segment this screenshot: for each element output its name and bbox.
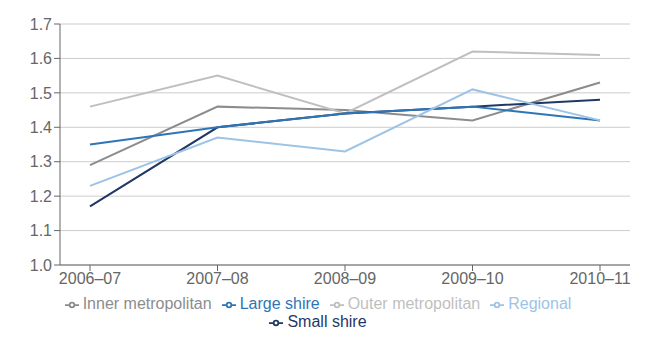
svg-text:1.1: 1.1 [30, 222, 52, 239]
html-text:Large shire: Large shire [239, 295, 320, 312]
svg-text:2010–11: 2010–11 [569, 270, 630, 287]
svg-text:1.0: 1.0 [30, 257, 52, 274]
html-text:Small shire: Small shire [287, 313, 367, 330]
svg-text:1.5: 1.5 [30, 85, 52, 102]
svg-text:1.3: 1.3 [30, 153, 52, 170]
svg-text:2006–07: 2006–07 [59, 270, 121, 287]
svg-text:2008–09: 2008–09 [314, 270, 376, 287]
svg-text:2009–10: 2009–10 [441, 270, 503, 287]
html-text:Regional: Regional [508, 295, 572, 312]
svg-text:2007–08: 2007–08 [186, 270, 248, 287]
html-text:Outer metropolitan: Outer metropolitan [347, 295, 481, 312]
svg-text:1.6: 1.6 [30, 50, 52, 67]
svg-text:1.4: 1.4 [30, 119, 52, 136]
html-text:Inner metropolitan: Inner metropolitan [82, 295, 212, 312]
svg-text:1.7: 1.7 [30, 16, 52, 33]
svg-text:1.2: 1.2 [30, 188, 52, 205]
